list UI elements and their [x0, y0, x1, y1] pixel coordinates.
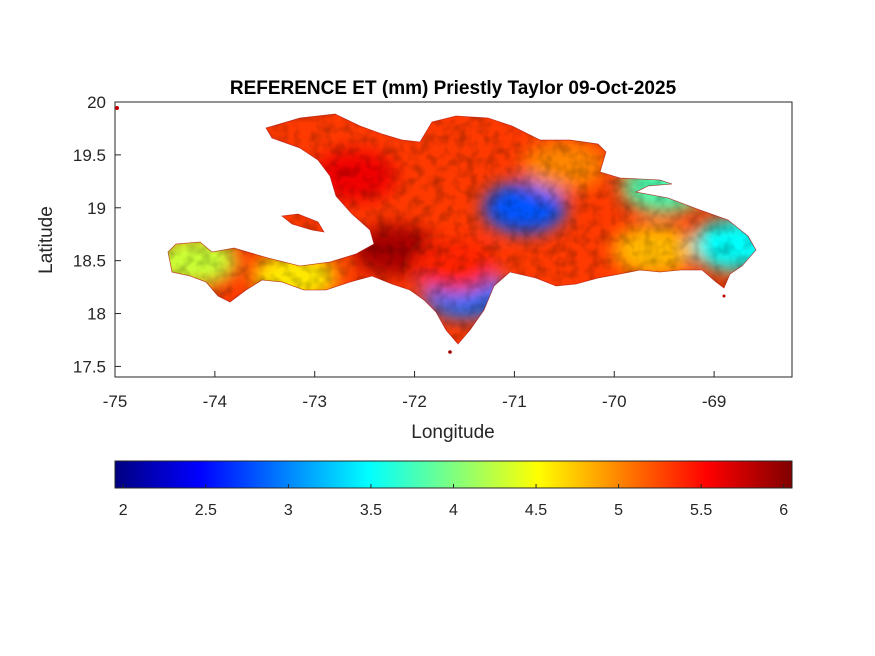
- colorbar-tick-label: 3: [284, 502, 293, 519]
- chart-title: REFERENCE ET (mm) Priestly Taylor 09-Oct…: [230, 78, 677, 99]
- x-tick-label: -74: [203, 392, 228, 411]
- colorbar-tick-label: 4: [449, 502, 458, 519]
- x-axis: -75 -74 -73 -72 -71 -70 -69: [103, 371, 727, 411]
- colorbar-tick-label: 5: [614, 502, 623, 519]
- colorbar-tick-label: 4.5: [525, 502, 547, 519]
- y-tick-label: 18.5: [73, 252, 106, 271]
- colorbar: 2 2.5 3 3.5 4 4.5 5 5.5 6: [114, 460, 793, 519]
- y-axis: 17.5 18 18.5 19 19.5 20: [73, 93, 121, 376]
- y-tick-label: 20: [87, 93, 106, 112]
- x-tick-label: -73: [302, 392, 327, 411]
- colorbar-tick-label: 2.5: [195, 502, 217, 519]
- x-tick-label: -70: [602, 392, 627, 411]
- colorbar-tick-label: 3.5: [360, 502, 382, 519]
- y-tick-label: 19.5: [73, 146, 106, 165]
- x-tick-label: -69: [702, 392, 727, 411]
- x-axis-label: Longitude: [411, 422, 494, 443]
- map-area: -75 -74 -73 -72 -71 -70 -69 17.5 18 18.5 19 19.5 20: [73, 93, 793, 411]
- islet-marker: [115, 106, 119, 110]
- colorbar-gradient: [114, 460, 793, 489]
- islet-marker: [722, 294, 726, 298]
- colorbar-tick-label: 5.5: [690, 502, 712, 519]
- x-tick-label: -75: [103, 392, 128, 411]
- y-axis-label: Latitude: [36, 206, 57, 274]
- y-tick-label: 18: [87, 305, 106, 324]
- islet-marker: [448, 350, 452, 354]
- x-tick-label: -71: [502, 392, 527, 411]
- colorbar-tick-label: 2: [119, 502, 128, 519]
- y-tick-label: 17.5: [73, 357, 106, 376]
- x-tick-label: -72: [402, 392, 427, 411]
- y-tick-label: 19: [87, 199, 106, 218]
- colorbar-tick-label: 6: [779, 502, 788, 519]
